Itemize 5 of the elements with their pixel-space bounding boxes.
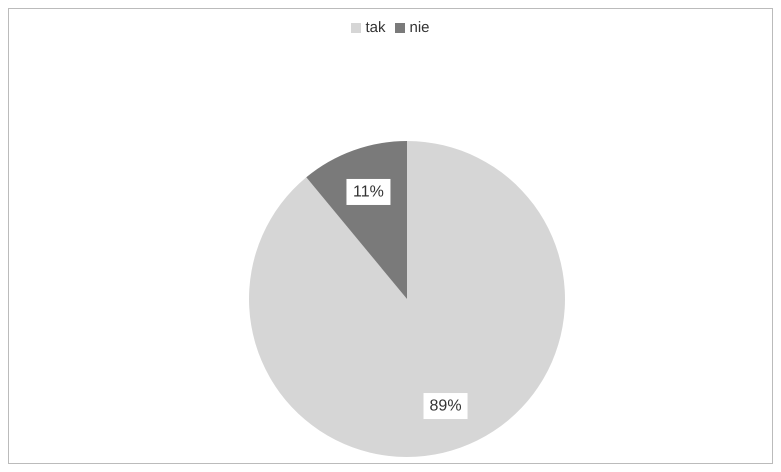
legend-label: nie xyxy=(408,19,430,36)
pie-slice xyxy=(249,141,565,457)
legend-label: tak xyxy=(364,19,386,36)
data-label: 11% xyxy=(353,183,384,200)
data-label: 89% xyxy=(430,398,462,415)
